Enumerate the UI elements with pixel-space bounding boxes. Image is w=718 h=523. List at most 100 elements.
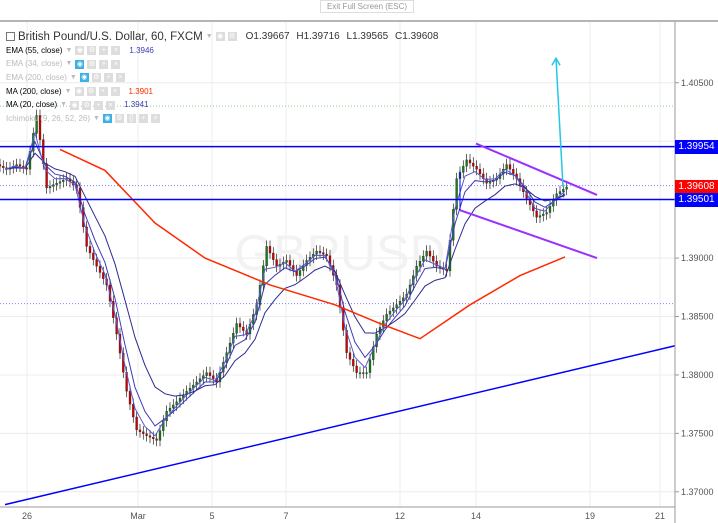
candle <box>238 323 242 328</box>
candle <box>132 404 135 418</box>
candle <box>435 261 438 267</box>
candle <box>38 115 42 140</box>
candle <box>235 323 238 334</box>
indicator-label[interactable]: EMA (200, close) <box>6 72 67 82</box>
eye-icon[interactable]: ◉ <box>75 59 85 69</box>
close-icon[interactable]: × <box>111 59 121 69</box>
candle <box>562 189 565 192</box>
channel-upper-line <box>475 142 598 196</box>
candle <box>268 246 272 254</box>
indicator-label[interactable]: EMA (55, close) <box>6 45 63 55</box>
plus-icon[interactable]: + <box>103 73 113 83</box>
plus-icon[interactable]: + <box>99 59 109 69</box>
chevron-down-icon[interactable]: ▼ <box>93 114 100 122</box>
y-tick-label: 1.40500 <box>681 78 714 88</box>
candle <box>425 250 428 257</box>
candle <box>265 246 268 267</box>
moving-average-line <box>4 131 566 437</box>
candle <box>355 365 358 373</box>
eye-icon[interactable]: ◉ <box>102 114 112 124</box>
indicator-label[interactable]: EMA (34, close) <box>6 59 63 69</box>
candle <box>472 162 475 167</box>
candle <box>475 165 478 170</box>
indicator-label[interactable]: Ichimoku (9, 26, 52, 26) <box>6 113 91 123</box>
close-icon[interactable]: × <box>111 46 121 56</box>
indicator-label[interactable]: MA (20, close) <box>6 100 58 110</box>
indicator-row: Ichimoku (9, 26, 52, 26) ▼ ◉ ⚙ {} + × <box>6 112 438 126</box>
close-icon[interactable]: × <box>115 73 125 83</box>
price-label: 1.39608 <box>675 180 718 195</box>
chevron-down-icon[interactable]: ▼ <box>69 73 77 81</box>
braces-icon[interactable]: {} <box>126 114 136 124</box>
candle <box>25 167 28 170</box>
x-tick-label: 14 <box>471 511 481 521</box>
chevron-down-icon[interactable]: ▼ <box>64 87 72 95</box>
gear-icon[interactable]: ⚙ <box>87 46 97 56</box>
gear-icon[interactable]: ⚙ <box>86 87 96 97</box>
candle <box>205 372 208 376</box>
eye-icon[interactable]: ◉ <box>75 46 85 56</box>
candle <box>345 329 348 353</box>
gear-icon[interactable]: ⚙ <box>87 59 97 69</box>
candle <box>95 259 98 267</box>
indicator-row: MA (20, close) ▼ ◉ ⚙ + × 1.3941 <box>6 98 438 112</box>
candle <box>348 352 352 360</box>
y-tick-label: 1.39000 <box>681 253 714 263</box>
candle <box>565 186 568 190</box>
candle <box>422 255 425 262</box>
candle <box>2 165 5 168</box>
candle <box>135 416 138 431</box>
gear-icon[interactable]: ⚙ <box>91 73 101 83</box>
candle <box>455 178 458 210</box>
exit-full-screen-button[interactable]: Exit Full Screen (ESC) <box>320 0 415 13</box>
candle <box>85 226 88 247</box>
close-icon[interactable]: × <box>110 87 120 97</box>
indicator-label[interactable]: MA (200, close) <box>6 86 62 96</box>
candle <box>88 246 92 254</box>
collapse-icon[interactable] <box>6 32 15 42</box>
x-tick-label: 5 <box>209 511 214 521</box>
eye-icon[interactable]: ◉ <box>79 73 89 83</box>
candle <box>505 164 508 170</box>
eye-icon[interactable]: ◉ <box>74 87 84 97</box>
close-icon[interactable]: × <box>106 100 116 110</box>
plus-icon[interactable]: + <box>94 100 104 110</box>
candle <box>385 314 388 321</box>
symbol-title[interactable]: British Pound/U.S. Dollar, 60, FXCM <box>18 30 203 43</box>
candle <box>545 212 548 215</box>
close-icon[interactable]: × <box>150 114 160 124</box>
gear-icon[interactable]: ⚙ <box>227 32 237 42</box>
gear-icon[interactable]: ⚙ <box>82 100 92 110</box>
candle <box>395 304 398 309</box>
chevron-down-icon[interactable]: ▼ <box>65 46 73 54</box>
chevron-down-icon[interactable]: ▼ <box>60 101 68 109</box>
plus-icon[interactable]: + <box>138 114 148 124</box>
candle <box>548 206 552 213</box>
candle <box>175 401 178 406</box>
chevron-down-icon[interactable]: ▼ <box>205 32 213 40</box>
candle <box>428 250 432 257</box>
candle <box>392 307 395 312</box>
candle <box>432 255 435 262</box>
candle <box>368 359 372 373</box>
candle <box>92 252 95 260</box>
indicator-value: 1.3901 <box>128 86 153 96</box>
eye-icon[interactable]: ◉ <box>215 32 225 42</box>
eye-icon[interactable]: ◉ <box>70 100 80 110</box>
plus-icon[interactable]: + <box>98 87 108 97</box>
candle <box>362 372 365 374</box>
candle <box>212 375 215 379</box>
chart-legend: British Pound/U.S. Dollar, 60, FXCM ▼ ◉ … <box>6 30 438 126</box>
gear-icon[interactable]: ⚙ <box>114 114 124 124</box>
candle <box>172 404 175 409</box>
trend-line <box>4 344 676 506</box>
plus-icon[interactable]: + <box>99 46 109 56</box>
price-label: 1.39954 <box>675 139 718 154</box>
x-tick-label: Mar <box>130 511 146 521</box>
candle <box>372 346 375 360</box>
candle <box>148 435 152 438</box>
candle <box>0 164 2 167</box>
indicator-row: MA (200, close) ▼ ◉ ⚙ + × 1.3901 <box>6 85 438 99</box>
chevron-down-icon[interactable]: ▼ <box>65 60 73 68</box>
